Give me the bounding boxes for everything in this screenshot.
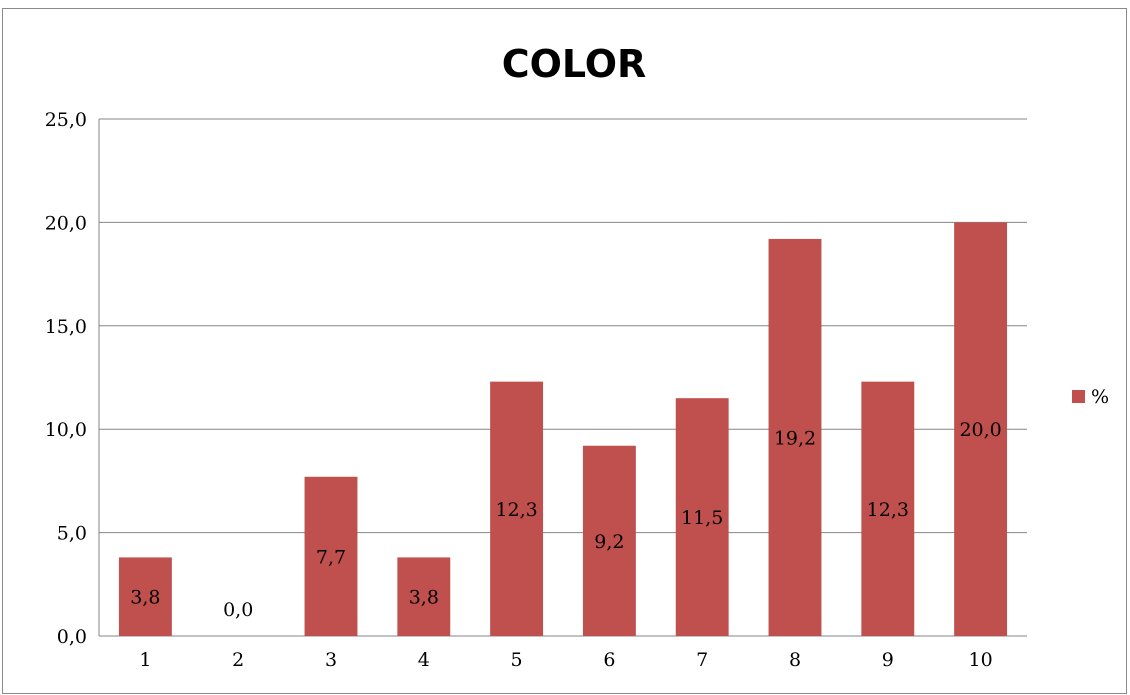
chart-title: COLOR: [502, 42, 647, 86]
y-tick-label: 10,0: [45, 419, 87, 441]
y-tick-label: 15,0: [45, 316, 87, 338]
chart-frame: [2, 8, 1127, 694]
x-tick-label: 10: [969, 649, 993, 671]
x-tick-label: 4: [418, 649, 430, 671]
x-tick-label: 2: [232, 649, 244, 671]
x-tick-label: 1: [139, 649, 151, 671]
y-axis-ticks: 0,0 5,0 10,0 15,0 20,0 25,0: [45, 109, 87, 648]
bars: [118, 222, 1008, 636]
bar: [861, 381, 915, 636]
x-tick-label: 6: [603, 649, 615, 671]
x-axis-ticks: 1 2 3 4 5 6 7 8 9 10: [139, 649, 992, 671]
data-label: 11,5: [681, 507, 723, 529]
x-tick-label: 7: [696, 649, 708, 671]
data-label: 9,2: [594, 531, 624, 553]
data-label: 3,8: [130, 587, 160, 609]
legend-label: %: [1091, 386, 1109, 408]
y-tick-label: 0,0: [57, 626, 87, 648]
data-label: 12,3: [867, 499, 909, 521]
y-tick-label: 5,0: [57, 523, 87, 545]
legend-swatch: [1072, 390, 1085, 403]
bar: [768, 238, 822, 636]
bar: [675, 398, 729, 636]
bar: [490, 381, 544, 636]
bar: [397, 557, 451, 636]
data-label: 3,8: [409, 587, 439, 609]
data-labels: 3,8 0,0 7,7 3,8 12,3 9,2 11,5 19,2 12,3 20,0: [130, 419, 1001, 621]
x-tick-label: 3: [325, 649, 337, 671]
y-tick-label: 20,0: [45, 212, 87, 234]
data-label: 19,2: [774, 427, 816, 449]
y-tick-label: 25,0: [45, 109, 87, 131]
data-label: 12,3: [495, 499, 537, 521]
x-tick-label: 9: [882, 649, 894, 671]
bar: [118, 557, 172, 636]
x-tick-label: 5: [511, 649, 523, 671]
data-label: 0,0: [223, 599, 253, 621]
bar: [954, 222, 1008, 636]
data-label: 20,0: [959, 419, 1001, 441]
legend: %: [1072, 386, 1109, 408]
data-label: 7,7: [316, 546, 346, 568]
bar: [304, 476, 358, 636]
bar: [582, 445, 636, 636]
x-tick-label: 8: [789, 649, 801, 671]
